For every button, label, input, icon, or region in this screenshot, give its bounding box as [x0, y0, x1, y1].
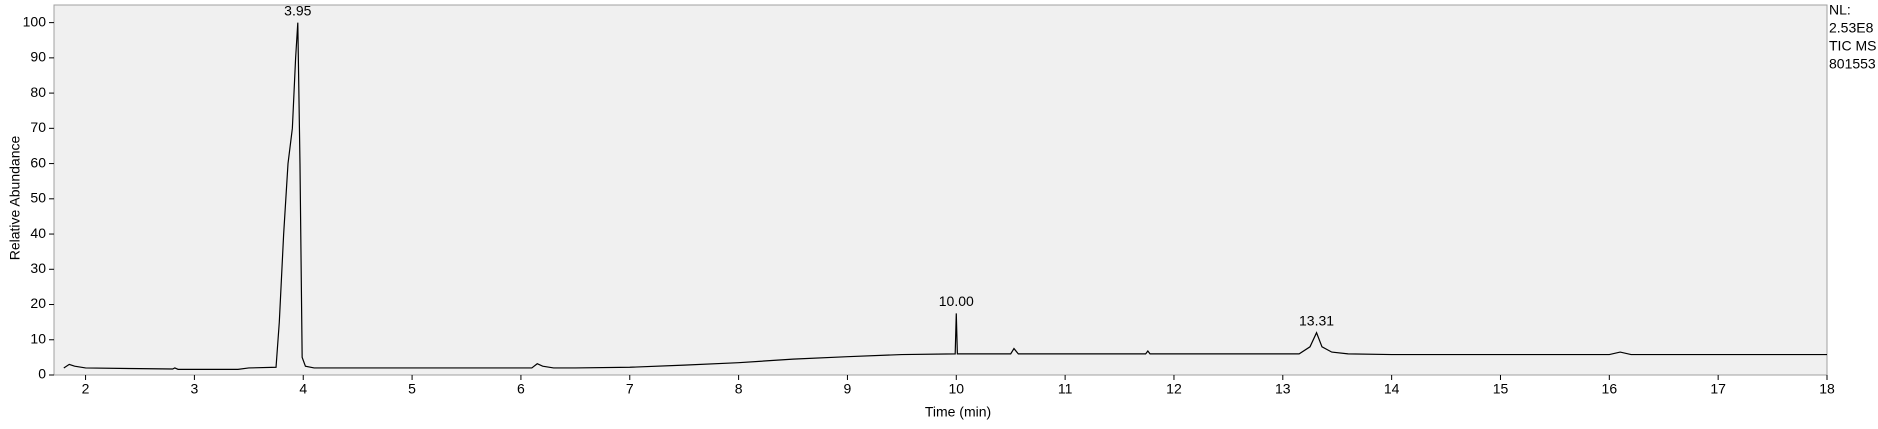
x-tick-label: 13 [1275, 381, 1291, 397]
y-tick-label: 100 [23, 13, 47, 29]
peak-label: 10.00 [939, 293, 974, 309]
y-tick-label: 10 [30, 330, 46, 346]
x-tick-label: 16 [1602, 381, 1618, 397]
y-tick-label: 40 [30, 225, 46, 241]
side-info: 801553 [1829, 56, 1876, 72]
x-tick-label: 2 [82, 381, 90, 397]
x-axis-label: Time (min) [925, 404, 991, 420]
x-tick-label: 7 [626, 381, 634, 397]
side-info: NL: [1829, 2, 1851, 18]
side-info: TIC MS [1829, 38, 1876, 54]
y-tick-label: 70 [30, 119, 46, 135]
x-tick-label: 15 [1493, 381, 1509, 397]
x-tick-label: 4 [299, 381, 307, 397]
x-tick-label: 6 [517, 381, 525, 397]
chromatogram-line [63, 22, 1827, 370]
y-tick-label: 50 [30, 190, 46, 206]
plot-area [53, 4, 1828, 376]
x-tick-label: 12 [1166, 381, 1182, 397]
x-tick-label: 14 [1384, 381, 1400, 397]
x-tick-label: 17 [1710, 381, 1726, 397]
x-tick-label: 10 [948, 381, 964, 397]
x-tick-label: 18 [1819, 381, 1835, 397]
x-tick-label: 8 [735, 381, 743, 397]
x-tick-label: 9 [844, 381, 852, 397]
y-tick-label: 20 [30, 295, 46, 311]
peak-label: 3.95 [284, 2, 311, 18]
y-tick-label: 80 [30, 84, 46, 100]
x-tick-label: 11 [1058, 381, 1073, 397]
peak-label: 13.31 [1299, 312, 1334, 328]
y-tick-label: 30 [30, 260, 46, 276]
y-tick-label: 90 [30, 49, 46, 65]
y-axis-label: Relative Abundance [7, 136, 23, 261]
side-info: 2.53E8 [1829, 20, 1874, 36]
y-tick-label: 0 [38, 366, 46, 382]
x-tick-label: 3 [191, 381, 199, 397]
x-tick-label: 5 [408, 381, 416, 397]
y-tick-label: 60 [30, 154, 46, 170]
